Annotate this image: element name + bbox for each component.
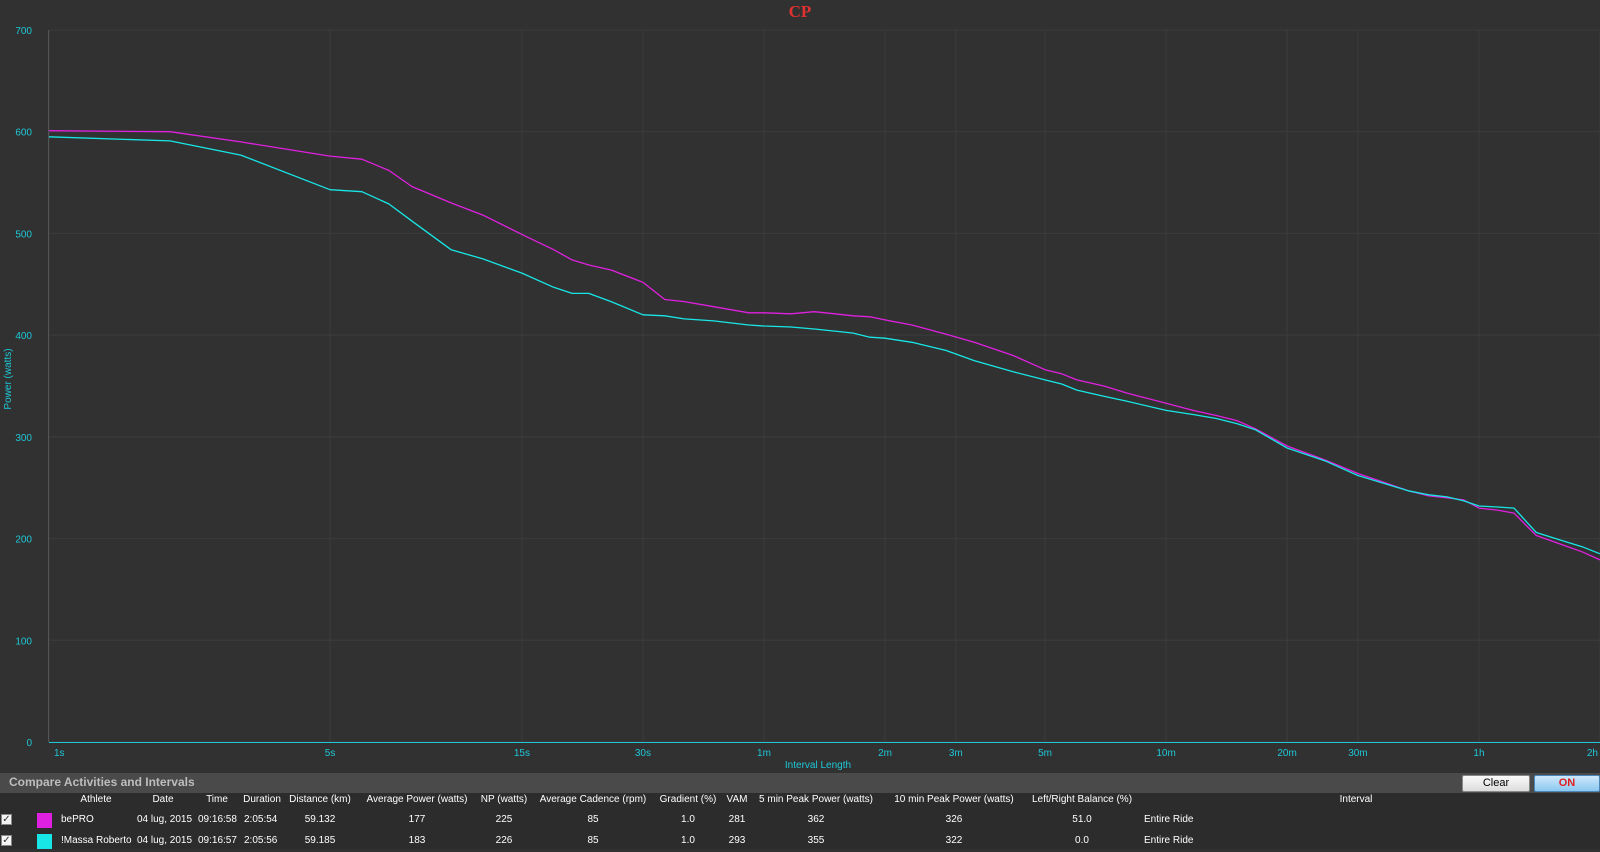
row-cell: 09:16:58: [198, 814, 237, 825]
row-cell: 59.132: [304, 814, 336, 825]
panel-title: Compare Activities and Intervals: [9, 775, 195, 789]
y-tick-label: 700: [15, 26, 32, 37]
row-cell: bePRO: [61, 814, 94, 825]
column-header[interactable]: 10 min Peak Power (watts): [894, 794, 1014, 805]
row-cell: 177: [408, 814, 426, 825]
chart-title: CP: [789, 2, 812, 21]
x-tick-label: 20m: [1277, 748, 1296, 759]
row-cell: 1.0: [681, 814, 695, 825]
x-tick-label: 5m: [1038, 748, 1052, 759]
x-tick-label: 1h: [1473, 748, 1484, 759]
column-header[interactable]: Time: [206, 794, 228, 805]
row-cell: Entire Ride: [1144, 814, 1194, 825]
row-checkbox[interactable]: ✓: [1, 835, 12, 846]
y-tick-label: 600: [15, 128, 32, 139]
x-tick-label: 5s: [325, 748, 336, 759]
row-cell: 85: [587, 835, 599, 846]
y-tick-label: 0: [26, 738, 32, 749]
row-cell: 355: [807, 835, 825, 846]
grid: [48, 29, 1600, 743]
row-cell: 226: [495, 835, 513, 846]
cp-chart: 0 100 200 300 400 500 600 700 1s 5s 15s 30s 1m 2m 3m 5…: [3, 2, 1600, 771]
x-tick-label: 2m: [878, 748, 892, 759]
y-tick-label: 100: [15, 636, 32, 647]
column-header[interactable]: Date: [152, 794, 174, 805]
row-cell: 2:05:54: [244, 814, 278, 825]
row-cell: !Massa Roberto: [61, 835, 132, 846]
column-header[interactable]: Gradient (%): [659, 794, 717, 805]
color-swatch[interactable]: [37, 813, 52, 828]
y-tick-label: 400: [15, 331, 32, 342]
row-cell: 322: [945, 835, 963, 846]
x-tick-label: 15s: [514, 748, 530, 759]
column-header[interactable]: Left/Right Balance (%): [1031, 794, 1133, 805]
column-headers: Athlete Date Time Duration Distance (km) Aver…: [0, 794, 1600, 808]
column-header[interactable]: 5 min Peak Power (watts): [759, 794, 873, 805]
x-tick-label: 1m: [757, 748, 771, 759]
column-header[interactable]: Average Power (watts): [366, 794, 468, 805]
clear-button[interactable]: Clear: [1462, 775, 1530, 792]
row-cell: 362: [807, 814, 825, 825]
row-cell: 04 lug, 2015: [137, 835, 193, 846]
column-header[interactable]: Athlete: [80, 794, 112, 805]
chart-area: 0 100 200 300 400 500 600 700 1s 5s 15s 30s 1m 2m 3m 5…: [3, 2, 1600, 771]
y-tick-label: 200: [15, 535, 32, 546]
row-cell: 09:16:57: [198, 835, 237, 846]
row-cell: 1.0: [681, 835, 695, 846]
y-tick-label: 500: [15, 229, 32, 240]
color-swatch[interactable]: [37, 834, 52, 849]
row-cell: 85: [587, 814, 599, 825]
row-cell: Entire Ride: [1144, 835, 1194, 846]
x-tick-label: 30m: [1348, 748, 1367, 759]
row-cell: 51.0: [1072, 814, 1092, 825]
row-cell: 326: [945, 814, 963, 825]
column-header[interactable]: Duration: [243, 794, 281, 805]
y-axis: 0 100 200 300 400 500 600 700: [15, 26, 49, 749]
row-cell: 04 lug, 2015: [137, 814, 193, 825]
series-line-1: [48, 130, 1600, 561]
y-tick-label: 300: [15, 433, 32, 444]
x-axis: 1s 5s 15s 30s 1m 2m 3m 5m 10m 20m 30m 1h 2h: [49, 742, 1600, 759]
x-axis-label: Interval Length: [785, 760, 851, 771]
row-checkbox[interactable]: ✓: [1, 814, 12, 825]
activity-row[interactable]: ✓ !Massa Roberto 04 lug, 2015 09:16:57 2:05:…: [0, 832, 1600, 852]
y-axis-label: Power (watts): [3, 348, 14, 409]
x-tick-label: 1s: [54, 748, 65, 759]
x-tick-label: 30s: [635, 748, 651, 759]
compare-panel: Compare Activities and Intervals Clear O…: [0, 773, 1600, 849]
column-header[interactable]: NP (watts): [480, 794, 528, 805]
row-cell: 281: [728, 814, 746, 825]
column-header[interactable]: Distance (km): [289, 794, 351, 805]
row-cell: 2:05:56: [244, 835, 278, 846]
column-header[interactable]: Average Cadence (rpm): [539, 794, 647, 805]
series: [48, 130, 1600, 561]
on-toggle-button[interactable]: ON: [1534, 775, 1600, 792]
row-cell: 183: [408, 835, 426, 846]
series-line-2: [48, 136, 1600, 555]
row-cell: 293: [728, 835, 746, 846]
column-header[interactable]: VAM: [726, 794, 748, 805]
x-tick-label: 3m: [949, 748, 963, 759]
row-cell: 225: [495, 814, 513, 825]
x-tick-label: 10m: [1156, 748, 1175, 759]
row-cell: 0.0: [1075, 835, 1089, 846]
x-tick-label: 2h: [1587, 748, 1598, 759]
activity-row[interactable]: ✓ bePRO 04 lug, 2015 09:16:58 2:05:54 59.132 1…: [0, 811, 1600, 831]
column-header[interactable]: Interval: [1339, 794, 1373, 805]
row-cell: 59.185: [304, 835, 336, 846]
panel-header: Compare Activities and Intervals Clear O…: [0, 773, 1600, 793]
